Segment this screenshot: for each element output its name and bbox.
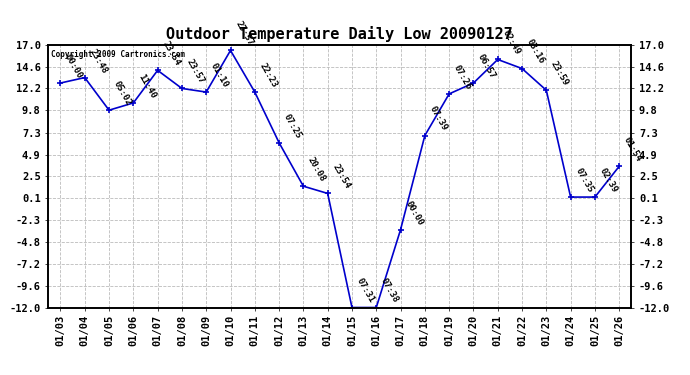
Text: 11:40: 11:40 [136,72,157,100]
Text: 01:54: 01:54 [622,136,643,164]
Text: 01:10: 01:10 [209,62,230,89]
Text: 05:02: 05:02 [112,80,133,107]
Text: 00:00: 00:00 [63,53,84,80]
Text: 20:08: 20:08 [306,156,327,183]
Text: 23:59: 23:59 [549,60,571,87]
Text: 22:23: 22:23 [257,62,279,89]
Text: 06:57: 06:57 [476,53,497,80]
Text: 23:54: 23:54 [160,40,181,68]
Text: 23:54: 23:54 [331,163,352,190]
Text: 07:35: 07:35 [573,166,595,194]
Text: 07:39: 07:39 [428,105,449,133]
Title: Outdoor Temperature Daily Low 20090127: Outdoor Temperature Daily Low 20090127 [166,27,513,42]
Text: 23:57: 23:57 [185,58,206,86]
Text: 07:25: 07:25 [282,112,303,140]
Text: 02:49: 02:49 [500,29,522,57]
Text: 23:57: 23:57 [233,20,255,48]
Text: 07:26: 07:26 [452,63,473,91]
Text: Copyright 2009 Cartronics.com: Copyright 2009 Cartronics.com [51,50,186,59]
Text: 07:38: 07:38 [379,277,400,305]
Text: 07:31: 07:31 [355,277,376,305]
Text: 02:39: 02:39 [598,166,619,194]
Text: 03:16: 03:16 [525,38,546,66]
Text: 00:00: 00:00 [404,199,424,227]
Text: 23:48: 23:48 [88,47,109,75]
